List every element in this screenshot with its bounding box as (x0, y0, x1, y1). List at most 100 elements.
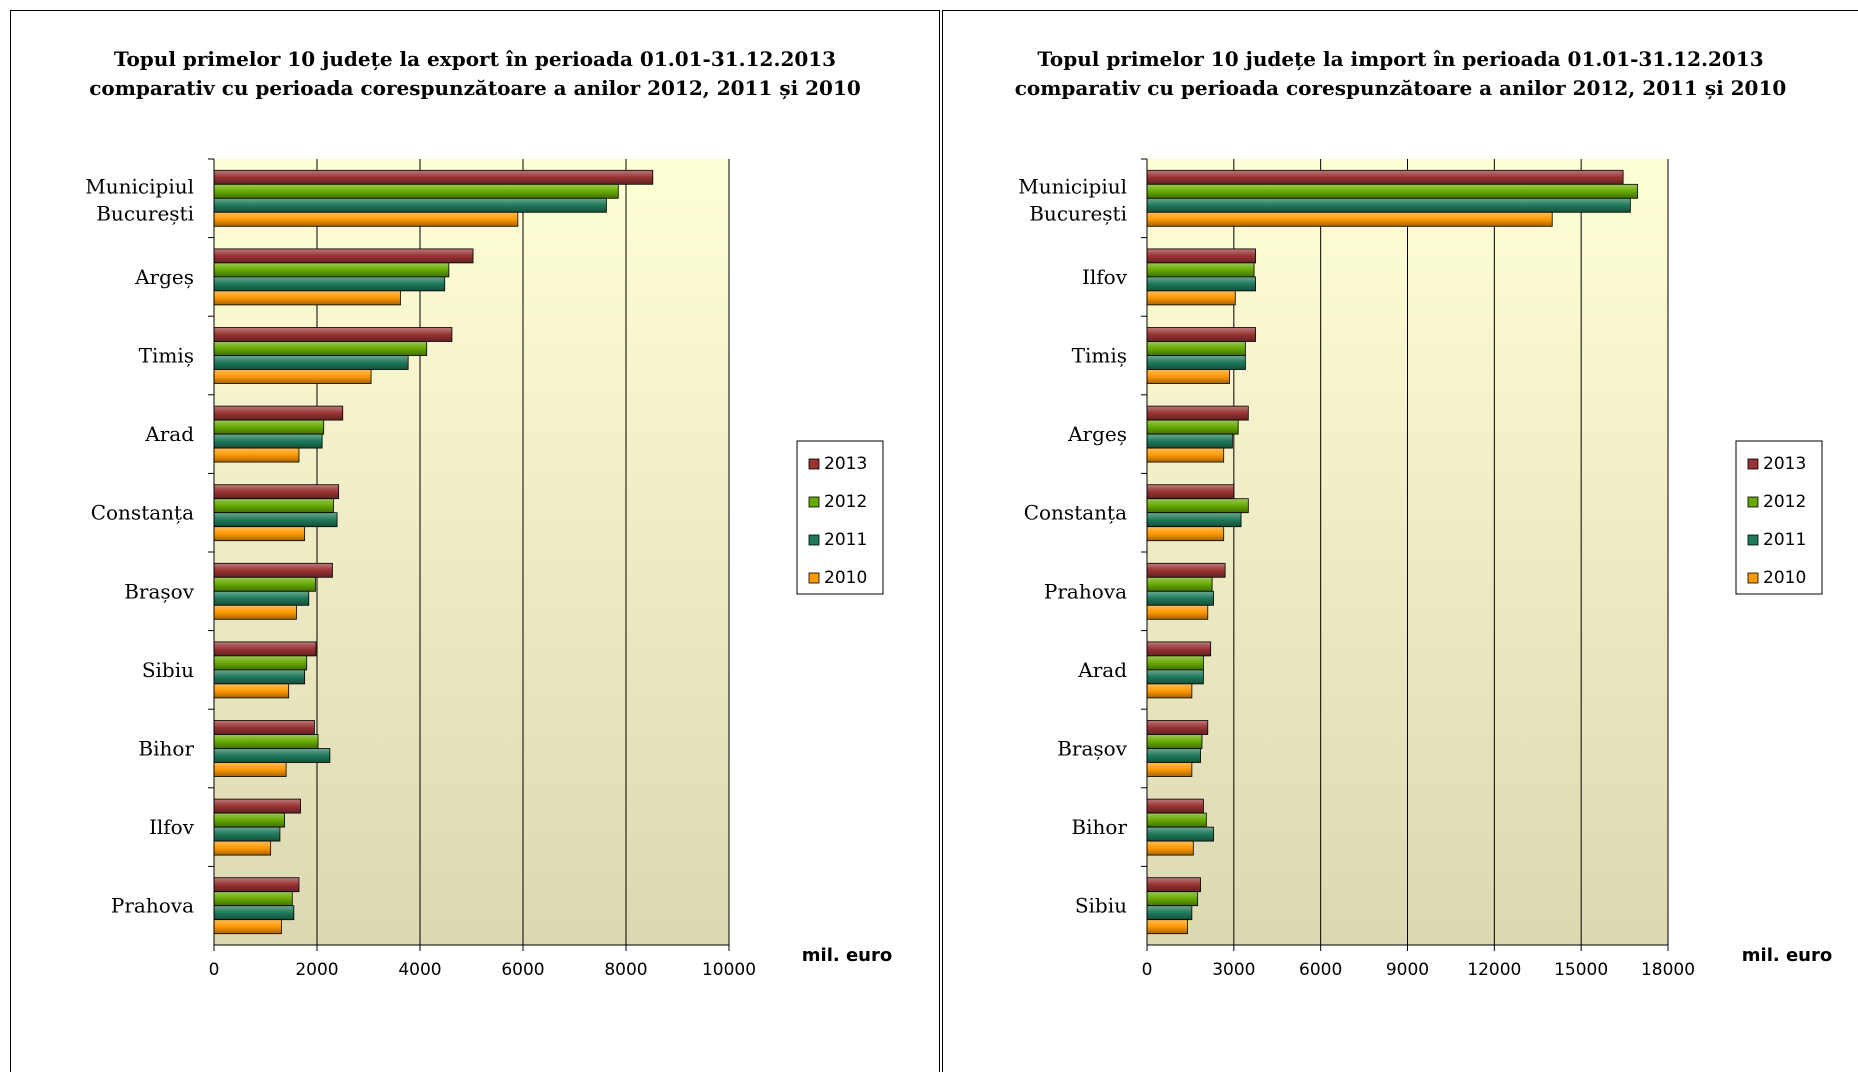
bar-2010 (1146, 604, 1209, 620)
legend-label: 2013 (1763, 454, 1806, 474)
bar-2010 (213, 447, 300, 463)
bar-2011 (213, 276, 446, 292)
bar-2011 (1146, 905, 1193, 921)
bar-2012 (213, 655, 308, 671)
bar-2011 (1146, 748, 1201, 763)
bar-2012 (1146, 419, 1239, 435)
legend-swatch-2010 (808, 572, 820, 584)
bar-2010 (1146, 447, 1225, 463)
bar-2012 (213, 419, 325, 435)
x-tick-label: 15000 (1554, 960, 1608, 980)
bar-2011 (213, 905, 295, 921)
bar-2013 (213, 798, 301, 814)
bar-2013 (1146, 169, 1624, 185)
bar-2011 (213, 590, 310, 606)
bar-2013 (213, 248, 474, 264)
bar-2011 (213, 355, 409, 370)
legend (1735, 440, 1823, 595)
bar-2011 (213, 512, 338, 528)
legend-label: 2011 (1763, 530, 1806, 550)
category-label: Prahova (1044, 579, 1127, 603)
chart-title-line2: comparativ cu perioada corespunzătoare a… (1014, 76, 1787, 100)
bar-2012 (1146, 891, 1199, 907)
bar-2010 (213, 290, 401, 306)
bar-2013 (213, 720, 315, 735)
x-tick-label: 0 (1142, 960, 1153, 980)
bar-2013 (213, 405, 344, 421)
bar-2010 (1146, 211, 1553, 227)
category-label: București (1029, 201, 1127, 225)
unit-label: mil. euro (1742, 945, 1832, 966)
legend-swatch-2011 (1747, 534, 1759, 546)
category-label: Argeș (134, 265, 194, 289)
category-label: Argeș (1067, 422, 1127, 446)
bar-2010 (213, 211, 519, 227)
x-tick-label: 3000 (1212, 960, 1255, 980)
bar-2012 (213, 183, 619, 199)
category-label: Municipiul (85, 174, 194, 198)
x-tick-label: 12000 (1467, 960, 1521, 980)
category-label: Ilfov (1082, 265, 1128, 289)
bar-2012 (213, 734, 319, 749)
category-label: București (96, 201, 194, 225)
bar-2011 (1146, 590, 1214, 606)
bar-2013 (213, 484, 340, 500)
category-label: Municipiul (1018, 174, 1127, 198)
legend-swatch-2013 (1747, 458, 1759, 470)
x-tick-label: 4000 (398, 960, 441, 980)
bar-2012 (213, 576, 316, 592)
chart-title-line1: Topul primelor 10 județe la import în pe… (1037, 47, 1764, 71)
bar-2011 (213, 433, 323, 449)
bar-2010 (1146, 762, 1193, 777)
bar-2011 (1146, 512, 1242, 528)
legend-label: 2011 (824, 530, 867, 550)
legend-swatch-2013 (808, 458, 820, 470)
bar-2010 (1146, 840, 1194, 856)
bar-2011 (213, 669, 306, 685)
category-label: Bihor (1071, 815, 1127, 839)
bar-2012 (213, 891, 293, 907)
bar-2013 (1146, 720, 1209, 735)
bar-2012 (1146, 734, 1203, 749)
bar-2012 (213, 262, 450, 278)
export-chart-panel: Topul primelor 10 județe la export în pe… (10, 10, 940, 1072)
bar-2010 (1146, 526, 1225, 542)
x-tick-label: 2000 (295, 960, 338, 980)
bar-2011 (213, 826, 281, 842)
bar-2013 (1146, 327, 1256, 342)
category-label: Sibiu (1075, 894, 1127, 918)
bar-2012 (213, 341, 428, 356)
bar-2013 (1146, 798, 1204, 814)
legend-swatch-2012 (808, 496, 820, 508)
legend-swatch-2010 (1747, 572, 1759, 584)
export-bar-chart: 0 2000 4000 6000 8000 10000 Prahova Ilfov Bihor S… (85, 158, 892, 980)
bar-2012 (1146, 655, 1204, 671)
bar-2013 (1146, 484, 1235, 500)
bar-2013 (1146, 248, 1256, 264)
import-chart-panel: Topul primelor 10 județe la import în pe… (942, 10, 1858, 1072)
legend-label: 2012 (1763, 492, 1806, 512)
bar-2010 (1146, 290, 1236, 306)
chart-title-line2: comparativ cu perioada corespunzătoare a… (89, 76, 861, 100)
bar-2012 (1146, 498, 1249, 514)
bar-2011 (1146, 669, 1204, 685)
legend-label: 2012 (824, 492, 867, 512)
bar-2012 (1146, 183, 1639, 199)
x-tick-label: 10000 (702, 960, 756, 980)
x-tick-label: 0 (209, 960, 220, 980)
category-label: Constanța (1024, 501, 1127, 525)
bar-2010 (1146, 683, 1193, 699)
x-tick-label: 9000 (1386, 960, 1429, 980)
category-label: Arad (144, 422, 194, 446)
bar-2011 (1146, 276, 1256, 292)
bar-2010 (213, 762, 287, 777)
bar-2010 (213, 604, 297, 620)
bar-2010 (213, 840, 272, 856)
legend-label: 2013 (824, 454, 867, 474)
bar-2010 (213, 683, 290, 699)
legend-swatch-2011 (808, 534, 820, 546)
bar-2010 (1146, 919, 1188, 935)
bar-2013 (213, 169, 654, 185)
bar-2013 (1146, 405, 1249, 421)
category-label: Sibiu (142, 658, 194, 682)
